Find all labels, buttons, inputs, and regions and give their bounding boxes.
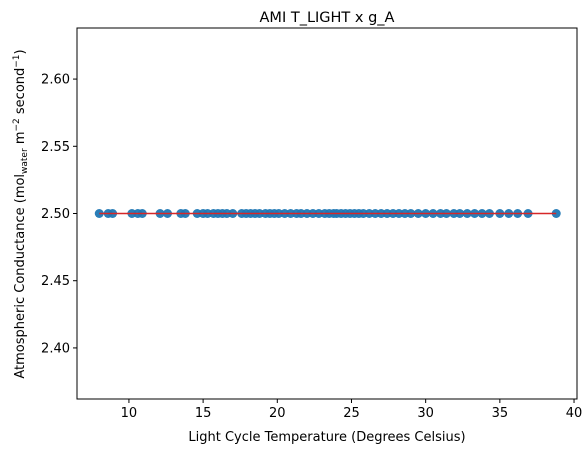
y-axis-ticks: 2.40 2.45 2.50 2.55 2.60	[41, 73, 77, 356]
x-tick-label: 30	[417, 406, 434, 421]
x-tick-label: 10	[121, 406, 138, 421]
x-tick-label: 25	[343, 406, 360, 421]
x-tick-label: 15	[195, 406, 212, 421]
x-tick-label: 40	[566, 406, 583, 421]
y-label-mid1: m	[13, 132, 28, 149]
y-axis-label: Atmospheric Conductance (molwater m−2 se…	[12, 49, 30, 378]
y-label-subscript: water	[20, 148, 30, 174]
chart-title: AMI T_LIGHT x g_A	[260, 10, 395, 26]
y-tick-label: 2.40	[41, 341, 70, 356]
x-axis-label: Light Cycle Temperature (Degrees Celsius…	[188, 430, 465, 445]
x-tick-label: 20	[269, 406, 286, 421]
y-label-main: Atmospheric Conductance (mol	[13, 174, 28, 379]
x-tick-label: 35	[492, 406, 509, 421]
y-tick-label: 2.55	[41, 140, 70, 155]
scatter-points	[94, 209, 561, 218]
y-label-end: )	[13, 49, 28, 54]
y-label-mid2: second	[13, 68, 28, 119]
y-tick-label: 2.60	[41, 73, 70, 88]
y-label-sup1: −2	[12, 118, 22, 131]
y-tick-label: 2.45	[41, 274, 70, 289]
y-label-sup2: −1	[12, 54, 22, 67]
x-axis-ticks: 10 15 20 25 30 35 40	[121, 399, 583, 421]
y-tick-label: 2.50	[41, 207, 70, 222]
